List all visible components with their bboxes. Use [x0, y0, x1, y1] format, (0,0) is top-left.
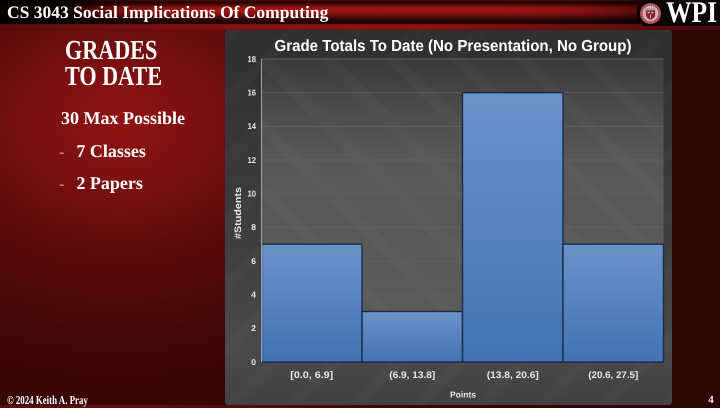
svg-text:0: 0 — [251, 357, 256, 367]
svg-text:[0.0, 6.9]: [0.0, 6.9] — [290, 370, 333, 381]
svg-text:(13.8, 20.6]: (13.8, 20.6] — [487, 370, 539, 381]
svg-text:#Students: #Students — [233, 187, 244, 239]
svg-text:6: 6 — [251, 256, 256, 266]
svg-text:18: 18 — [248, 54, 257, 64]
svg-text:14: 14 — [248, 121, 257, 131]
svg-text:12: 12 — [248, 155, 257, 165]
svg-text:Grade Totals To Date (No Prese: Grade Totals To Date (No Presentation, N… — [275, 38, 632, 55]
svg-text:Points: Points — [450, 389, 476, 399]
svg-text:2: 2 — [251, 323, 256, 333]
svg-text:4: 4 — [251, 290, 256, 300]
svg-text:(6.9, 13.8]: (6.9, 13.8] — [389, 370, 435, 381]
svg-text:16: 16 — [248, 88, 257, 98]
svg-text:(20.6, 27.5]: (20.6, 27.5] — [588, 370, 638, 381]
svg-text:8: 8 — [251, 222, 256, 232]
svg-text:10: 10 — [248, 189, 257, 199]
